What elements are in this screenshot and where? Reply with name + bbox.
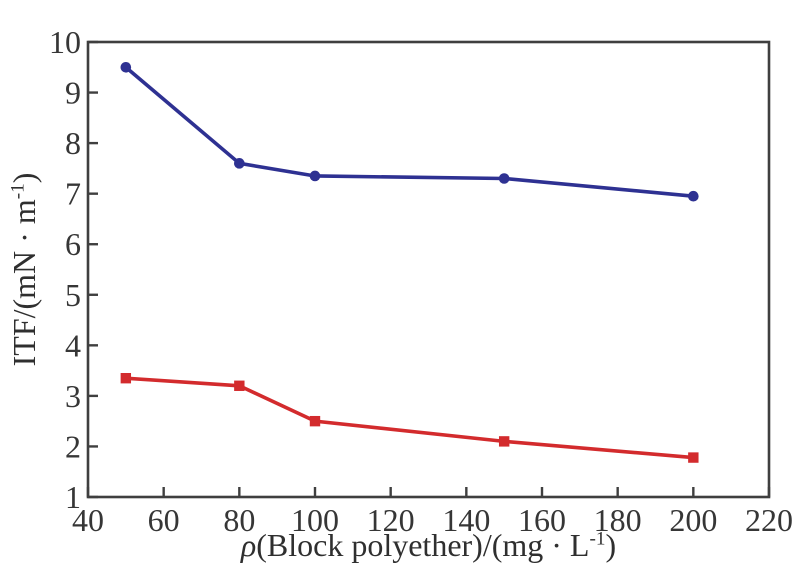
y-axis-tick-label: 4 — [65, 327, 81, 363]
y-axis-tick-label: 8 — [65, 125, 81, 161]
lower-red-series-point — [498, 436, 510, 447]
upper-blue-series-point — [120, 61, 132, 73]
x-axis-tick-label: 200 — [669, 502, 717, 538]
x-axis-tick-label: 40 — [72, 502, 104, 538]
lower-red-series-point — [688, 452, 699, 463]
upper-blue-series-point — [498, 173, 510, 184]
lower-red-series-line — [124, 376, 696, 460]
y-axis-tick-label: 2 — [65, 428, 81, 464]
y-axis-tick-label: 5 — [65, 277, 81, 313]
x-axis-title-superscript: -1 — [589, 528, 606, 550]
x-axis-tick-label: 140 — [442, 502, 490, 538]
x-axis-tick-label: 80 — [223, 502, 255, 538]
x-axis-tick-label: 180 — [594, 502, 642, 538]
y-axis-tick-label: 10 — [49, 24, 81, 60]
plot-frame — [86, 40, 771, 499]
y-axis-tick-label: 6 — [65, 226, 81, 262]
x-axis-tick-label: 220 — [745, 502, 793, 538]
lower-red-series-point — [234, 380, 245, 391]
x-axis-tick-label: 160 — [518, 502, 566, 538]
y-axis-title-close: ) — [6, 172, 42, 184]
upper-blue-series-point — [234, 158, 245, 169]
upper-blue-series-point — [309, 170, 321, 182]
y-axis-tick-label: 1 — [65, 479, 81, 515]
y-axis-title-superscript: -1 — [7, 183, 29, 200]
upper-blue-series-point — [688, 190, 699, 202]
x-axis-tick-label: 100 — [291, 502, 339, 538]
x-axis-tick-label: 60 — [148, 502, 180, 538]
upper-blue-series-line — [124, 65, 696, 198]
y-axis-title: ITF/(mN · m-1) — [6, 42, 43, 497]
x-axis-title-close: ) — [605, 527, 617, 563]
y-axis-title-text: ITF/(mN · m — [6, 199, 42, 367]
x-axis-title-rho-symbol: ρ — [240, 527, 257, 563]
x-axis-title: ρ(Block polyether)/(mg · L-1) — [88, 527, 769, 564]
x-axis-title-text: (Block polyether)/(mg · L — [256, 527, 590, 563]
y-axis-tick-label: 3 — [65, 378, 81, 414]
x-axis-tick-label: 120 — [367, 502, 415, 538]
lower-red-series-point — [309, 415, 321, 427]
y-axis-tick-label: 9 — [65, 75, 81, 111]
lower-red-series-point — [120, 372, 132, 384]
y-axis-tick-label: 7 — [65, 176, 81, 212]
